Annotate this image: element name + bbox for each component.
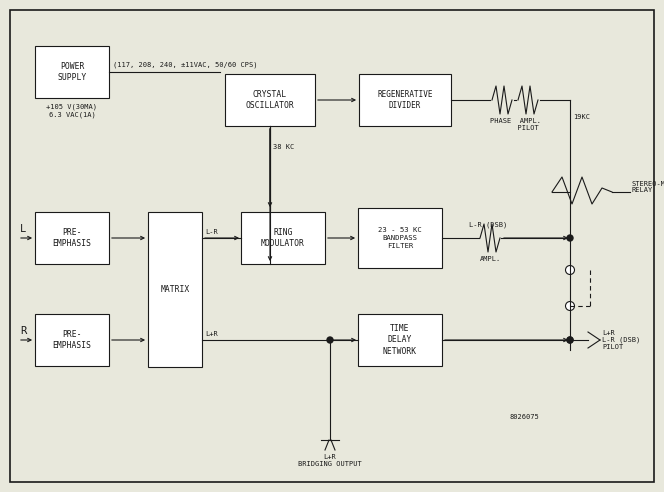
Bar xyxy=(35,314,109,366)
Text: STEREO-MONO
RELAY: STEREO-MONO RELAY xyxy=(632,181,664,193)
Circle shape xyxy=(327,337,333,343)
Text: POWER
SUPPLY: POWER SUPPLY xyxy=(57,62,86,82)
Circle shape xyxy=(567,337,573,343)
Circle shape xyxy=(567,337,573,343)
Text: PRE-
EMPHASIS: PRE- EMPHASIS xyxy=(52,228,92,248)
Bar xyxy=(358,314,442,366)
Text: 19KC: 19KC xyxy=(573,114,590,120)
Text: PHASE  AMPL.
      PILOT: PHASE AMPL. PILOT xyxy=(489,118,540,131)
Text: L-R (DSB): L-R (DSB) xyxy=(469,221,507,228)
Text: 23 - 53 KC
BANDPASS
FILTER: 23 - 53 KC BANDPASS FILTER xyxy=(378,227,422,249)
Text: L: L xyxy=(20,224,27,234)
Text: L+R: L+R xyxy=(205,331,218,337)
Bar xyxy=(241,212,325,264)
Text: REGENERATIVE
DIVIDER: REGENERATIVE DIVIDER xyxy=(377,90,433,110)
Text: R: R xyxy=(20,326,27,336)
Circle shape xyxy=(566,266,574,275)
Text: RING
MODULATOR: RING MODULATOR xyxy=(261,228,305,248)
Circle shape xyxy=(566,302,574,310)
Bar xyxy=(35,212,109,264)
Bar xyxy=(148,212,202,367)
Text: L+R
BRIDGING OUTPUT: L+R BRIDGING OUTPUT xyxy=(298,454,362,467)
Bar xyxy=(359,74,451,126)
Text: +105 V(30MA)
6.3 VAC(1A): +105 V(30MA) 6.3 VAC(1A) xyxy=(46,104,98,118)
Text: (117, 208, 240, ±11VAC, 50/60 CPS): (117, 208, 240, ±11VAC, 50/60 CPS) xyxy=(113,62,258,68)
Text: TIME
DELAY
NETWORK: TIME DELAY NETWORK xyxy=(383,324,417,356)
Text: CRYSTAL
OSCILLATOR: CRYSTAL OSCILLATOR xyxy=(246,90,294,110)
Circle shape xyxy=(567,235,573,241)
Bar xyxy=(358,208,442,268)
Text: AMPL.: AMPL. xyxy=(479,256,501,262)
Text: PRE-
EMPHASIS: PRE- EMPHASIS xyxy=(52,330,92,350)
Text: MATRIX: MATRIX xyxy=(161,284,190,294)
Text: 38 KC: 38 KC xyxy=(273,144,294,150)
Text: L-R: L-R xyxy=(205,229,218,235)
Text: L+R
L-R (DSB)
PILOT: L+R L-R (DSB) PILOT xyxy=(602,330,640,350)
Bar xyxy=(35,46,109,98)
Bar xyxy=(225,74,315,126)
Text: 8026075: 8026075 xyxy=(510,414,540,420)
